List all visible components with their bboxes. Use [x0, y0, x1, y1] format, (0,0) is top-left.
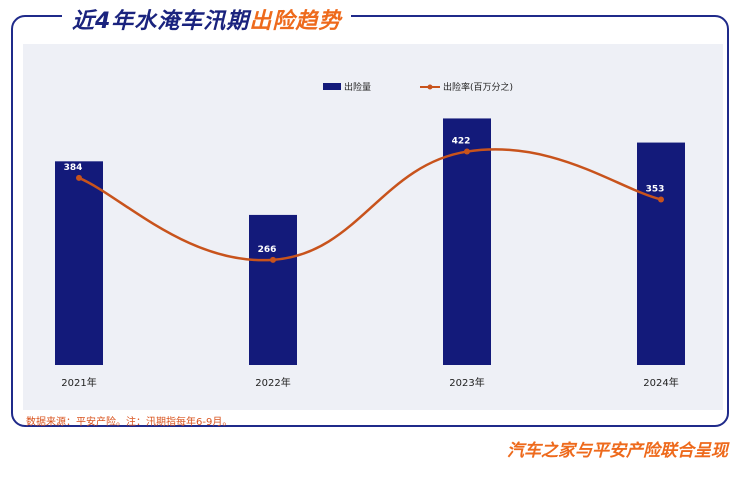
- x-tick-2023年: 2023年: [449, 376, 484, 389]
- x-tick-2022年: 2022年: [255, 376, 290, 389]
- rate-label-2022年: 266: [258, 245, 277, 255]
- rate-line: [78, 148, 662, 262]
- x-tick-2021年: 2021年: [61, 376, 96, 389]
- x-tick-2024年: 2024年: [643, 376, 678, 389]
- plot-area: [23, 44, 723, 410]
- footer-credit: 汽车之家与平安产险联合呈现: [507, 441, 728, 461]
- rate-point-2021年: [76, 174, 82, 181]
- rate-point-2024年: [658, 196, 664, 203]
- legend-label-bar: 出险量: [344, 81, 371, 93]
- rate-point-2022年: [270, 256, 276, 263]
- line-series: 384 266 422 353: [64, 137, 665, 263]
- rate-label-2024年: 353: [646, 184, 665, 194]
- title-main: 近4年水淹车汛期: [72, 9, 250, 34]
- bar-series: [55, 118, 685, 365]
- chart-title: 近4年水淹车汛期 出险趋势: [62, 4, 352, 34]
- bar-2023年: [443, 118, 491, 365]
- rate-label-2023年: 422: [452, 137, 471, 147]
- legend-label-line: 出险率(百万分之): [443, 81, 513, 93]
- bar-2024年: [637, 142, 685, 365]
- x-axis-labels: 2021年 2022年 2023年 2024年: [61, 376, 678, 389]
- legend: 出险量 出险率(百万分之): [323, 81, 513, 93]
- rate-label-2021年: 384: [64, 163, 83, 173]
- legend-marker-line: [427, 84, 433, 90]
- legend-swatch-bar: [323, 83, 341, 90]
- bar-2022年: [249, 214, 297, 365]
- rate-point-2023年: [464, 148, 470, 155]
- bar-2021年: [55, 161, 103, 365]
- chart-frame: [11, 15, 729, 427]
- title-accent: 出险趋势: [249, 9, 342, 34]
- source-note: 数据来源：平安产险。注：汛期指每年6-9月。: [26, 417, 233, 428]
